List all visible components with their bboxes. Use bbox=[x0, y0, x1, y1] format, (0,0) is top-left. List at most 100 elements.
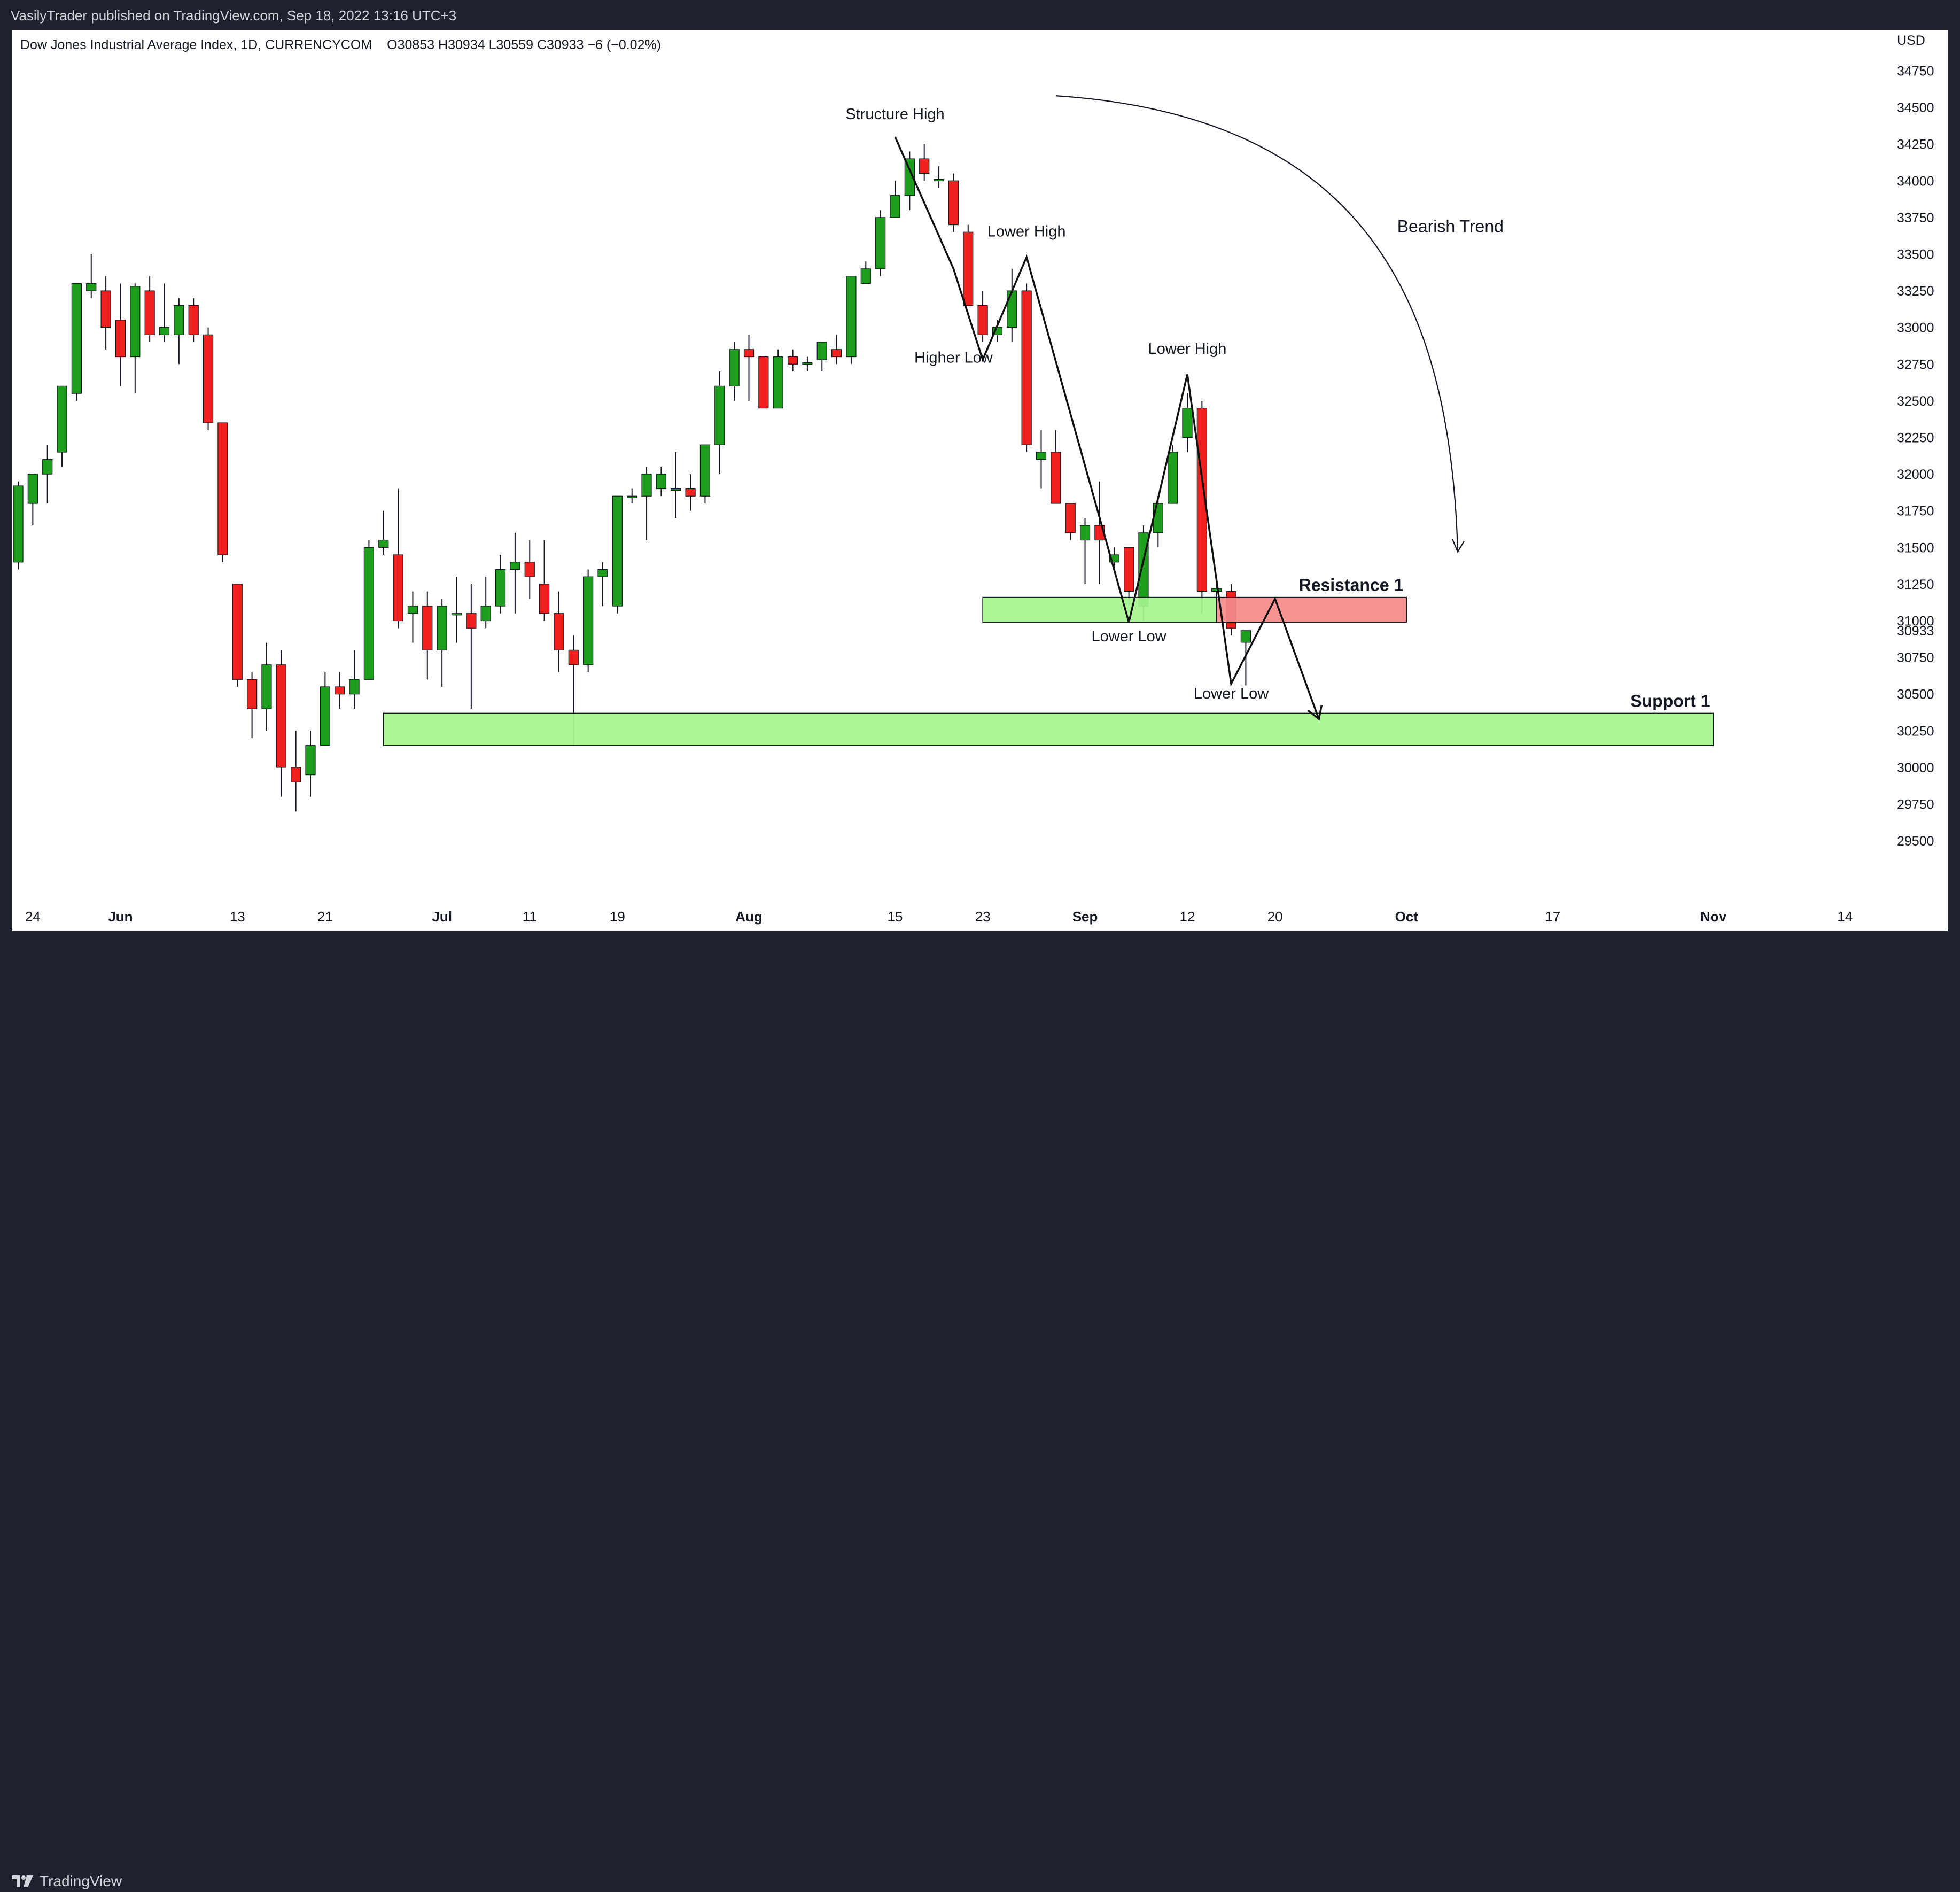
candle-body bbox=[437, 606, 447, 650]
candle bbox=[480, 577, 491, 629]
candle-body bbox=[904, 158, 915, 196]
candle-body bbox=[349, 679, 360, 695]
candle-body bbox=[115, 320, 126, 358]
candle-body bbox=[977, 305, 988, 335]
candle-body bbox=[144, 290, 155, 335]
tradingview-logo[interactable]: TradingView bbox=[11, 1871, 122, 1892]
annotation-label: Lower High bbox=[1148, 340, 1227, 358]
zigzag-line[interactable] bbox=[894, 136, 1320, 719]
candle-body bbox=[100, 290, 111, 328]
annotation-label: Bearish Trend bbox=[1397, 216, 1504, 236]
candle-body bbox=[743, 349, 755, 358]
zone-label: Resistance 1 bbox=[1299, 576, 1404, 595]
candle bbox=[671, 452, 681, 518]
price-zone[interactable] bbox=[982, 596, 1217, 623]
bearish-trend-arc[interactable] bbox=[1055, 95, 1459, 552]
candle-body bbox=[919, 158, 930, 174]
candle bbox=[919, 144, 930, 181]
candle bbox=[144, 276, 155, 343]
candle-body bbox=[846, 276, 857, 358]
candle-body bbox=[13, 485, 24, 563]
candle bbox=[729, 342, 740, 401]
bearish-trend-arrowhead bbox=[1451, 539, 1465, 553]
candle-body bbox=[291, 767, 301, 782]
candle bbox=[115, 283, 126, 386]
candle bbox=[13, 481, 24, 570]
candle-body bbox=[480, 606, 491, 622]
time-tick: 17 bbox=[1545, 909, 1560, 925]
candle bbox=[130, 283, 141, 394]
candle bbox=[100, 276, 111, 350]
time-axis: 24 Jun 13 21 Jul 11 19 Aug 15 23 Sep 12 20 Oct 17 Nov 14 bbox=[25, 909, 1853, 925]
candle-body bbox=[890, 195, 900, 218]
chart-title: Dow Jones Industrial Average Index, 1D, … bbox=[20, 37, 661, 52]
candle-body bbox=[524, 562, 535, 577]
candle bbox=[685, 474, 696, 511]
zone-rect bbox=[383, 712, 1714, 746]
price-tick: 34750 bbox=[1897, 64, 1934, 79]
annotation-label: Lower High bbox=[987, 223, 1066, 241]
candle bbox=[1007, 268, 1017, 343]
time-tick: Aug bbox=[735, 909, 763, 925]
time-tick: Sep bbox=[1072, 909, 1098, 925]
time-tick: 14 bbox=[1837, 909, 1853, 925]
price-zone[interactable]: Support 1 bbox=[383, 691, 1714, 746]
candle-body bbox=[699, 444, 711, 497]
zone-rect bbox=[982, 596, 1217, 623]
candle-body bbox=[1168, 452, 1178, 504]
publish-bar: VasilyTrader published on TradingView.co… bbox=[0, 0, 1960, 30]
last-price-label: 30933 bbox=[1897, 624, 1934, 639]
candle bbox=[378, 510, 389, 555]
candle-body bbox=[1065, 503, 1076, 533]
candle-body bbox=[656, 474, 667, 490]
candle bbox=[188, 298, 199, 343]
candles-layer bbox=[13, 144, 1251, 812]
candle-body bbox=[422, 606, 433, 650]
candle-body bbox=[802, 362, 813, 365]
candle bbox=[1124, 547, 1134, 607]
candle bbox=[699, 444, 711, 503]
candle-body bbox=[641, 474, 652, 497]
candle bbox=[71, 283, 82, 401]
candle-body bbox=[363, 547, 375, 680]
footer-bar: TradingView bbox=[0, 931, 1960, 1889]
candle-body bbox=[188, 305, 199, 335]
candle-body bbox=[276, 664, 286, 768]
time-tick: 19 bbox=[610, 909, 625, 925]
candle-body bbox=[1036, 452, 1047, 460]
annotation-label: Lower Low bbox=[1091, 628, 1166, 645]
price-tick: 32000 bbox=[1897, 467, 1934, 482]
candle-body bbox=[714, 385, 725, 445]
candle bbox=[831, 335, 842, 365]
price-tick: 34250 bbox=[1897, 137, 1934, 152]
candle bbox=[451, 577, 462, 643]
candle-body bbox=[1021, 290, 1032, 445]
time-tick: 12 bbox=[1180, 909, 1195, 925]
candle bbox=[203, 327, 214, 430]
candle-body bbox=[305, 745, 316, 776]
candle-body bbox=[729, 349, 740, 387]
candle bbox=[802, 356, 813, 371]
candle-body bbox=[510, 562, 520, 570]
price-tick: 30000 bbox=[1897, 761, 1934, 776]
candle-body bbox=[583, 576, 594, 665]
candle bbox=[247, 672, 258, 739]
time-tick: 13 bbox=[230, 909, 245, 925]
candle-body bbox=[217, 422, 228, 555]
price-tick: 31000 bbox=[1897, 614, 1934, 629]
candle bbox=[963, 224, 974, 306]
candle-body bbox=[27, 474, 38, 504]
candle-body bbox=[875, 217, 886, 269]
price-zone[interactable]: Resistance 1 bbox=[1216, 576, 1407, 623]
candle-body bbox=[130, 286, 141, 358]
candle bbox=[1182, 393, 1193, 452]
candle bbox=[1168, 445, 1178, 504]
candle-body bbox=[203, 334, 214, 423]
price-chart[interactable]: Resistance 1 Support 1 Structure High Lowe… bbox=[0, 0, 1960, 970]
brand-name: TradingView bbox=[40, 1873, 122, 1889]
candle bbox=[335, 672, 345, 709]
candle-body bbox=[597, 569, 608, 577]
candle bbox=[217, 422, 228, 562]
candle bbox=[57, 385, 67, 467]
chart-frame[interactable] bbox=[12, 30, 1948, 931]
